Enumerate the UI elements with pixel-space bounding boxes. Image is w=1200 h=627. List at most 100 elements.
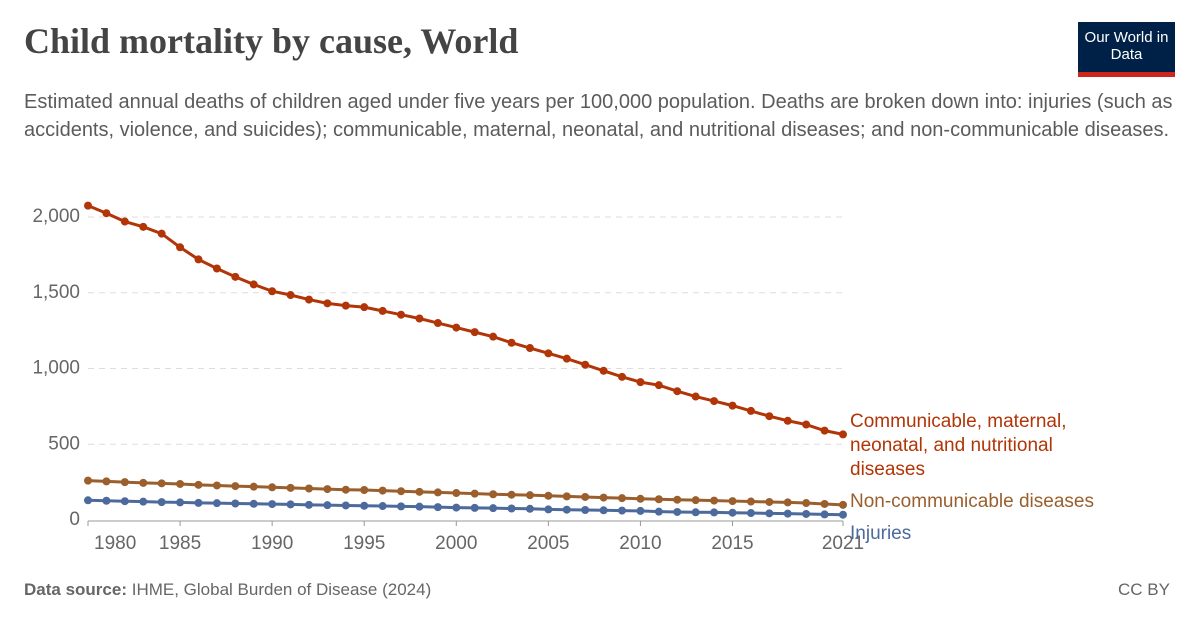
x-tick-label: 2000 [435,533,477,554]
data-point [562,505,571,514]
data-point [139,478,148,487]
data-point [654,381,663,390]
data-point [765,509,774,518]
series-line [87,204,844,436]
data-point [84,496,92,505]
data-point [304,484,313,493]
data-point [691,496,700,505]
data-point [489,490,498,499]
data-point [341,501,350,510]
data-point [323,485,332,494]
data-point [728,508,737,517]
data-point [470,489,479,498]
data-point [746,497,755,506]
data-point [452,323,461,332]
data-point [618,372,627,381]
data-point [323,501,332,510]
data-point [84,476,92,485]
x-tick-label: 2015 [711,533,753,554]
data-point [268,483,277,492]
data-point [360,486,369,495]
data-point [286,291,295,300]
x-tick-label: 2021 [822,533,864,554]
data-point [599,366,608,375]
data-point [139,222,148,231]
data-point [820,426,829,435]
data-point [84,201,92,210]
data-point [839,500,847,509]
license[interactable]: CC BY [1118,580,1170,599]
y-tick-label: 1,000 [32,358,80,379]
data-point [654,507,663,516]
data-point [581,506,590,515]
data-point [839,430,847,439]
data-point [231,272,240,281]
data-point [802,499,811,508]
data-point [157,479,166,488]
data-point [673,387,682,396]
data-point [507,504,516,513]
data-point [802,420,811,429]
x-tick-label: 1990 [251,533,293,554]
data-point [415,502,424,511]
data-point [231,482,240,491]
data-point [489,332,498,341]
data-point [544,491,553,500]
data-point [378,486,387,495]
data-point [820,499,829,508]
x-tick-label: 1985 [159,533,201,554]
data-point [157,229,166,238]
y-tick-label: 0 [69,509,80,530]
data-point [673,507,682,516]
data-point [452,489,461,498]
source-text[interactable]: IHME, Global Burden of Disease (2024) [131,580,432,599]
data-point [618,506,627,515]
data-point [618,494,627,503]
data-point [360,303,369,312]
data-point [728,497,737,506]
data-point [710,496,719,505]
data-point [323,299,332,308]
data-point [599,493,608,502]
data-point [636,494,645,503]
data-point [102,496,111,505]
legend-label[interactable]: Injuries [850,522,912,544]
chart-subtitle: Estimated annual deaths of children aged… [24,91,1173,141]
data-point [397,487,406,496]
data-point [728,401,737,410]
data-point [691,392,700,401]
legend-label[interactable]: Non-communicable diseases [850,490,1094,512]
data-point [783,498,792,507]
data-point [599,506,608,515]
logo[interactable]: Our World in Data [1078,22,1175,77]
data-point [673,495,682,504]
data-point [710,397,719,406]
data-point [525,491,534,500]
data-point [268,287,277,296]
data-point [636,506,645,515]
data-point [746,509,755,518]
data-point [102,209,111,218]
legend-label[interactable]: Communicable, maternal, neonatal, and nu… [850,411,1067,481]
data-point [636,378,645,387]
data-point [802,509,811,518]
data-point [397,310,406,319]
data-point [433,503,442,512]
chart-title: Child mortality by cause, World [24,21,519,61]
data-point [691,508,700,517]
data-point [765,412,774,421]
data-point [783,416,792,425]
data-point [654,495,663,504]
y-tick-label: 500 [48,433,80,454]
data-point [562,492,571,501]
data-point [194,498,203,507]
data-point [544,505,553,514]
data-point [341,485,350,494]
data-point [157,498,166,507]
data-point [249,482,258,491]
x-tick-label: 1995 [343,533,385,554]
data-point [194,480,203,489]
data-point [562,354,571,363]
